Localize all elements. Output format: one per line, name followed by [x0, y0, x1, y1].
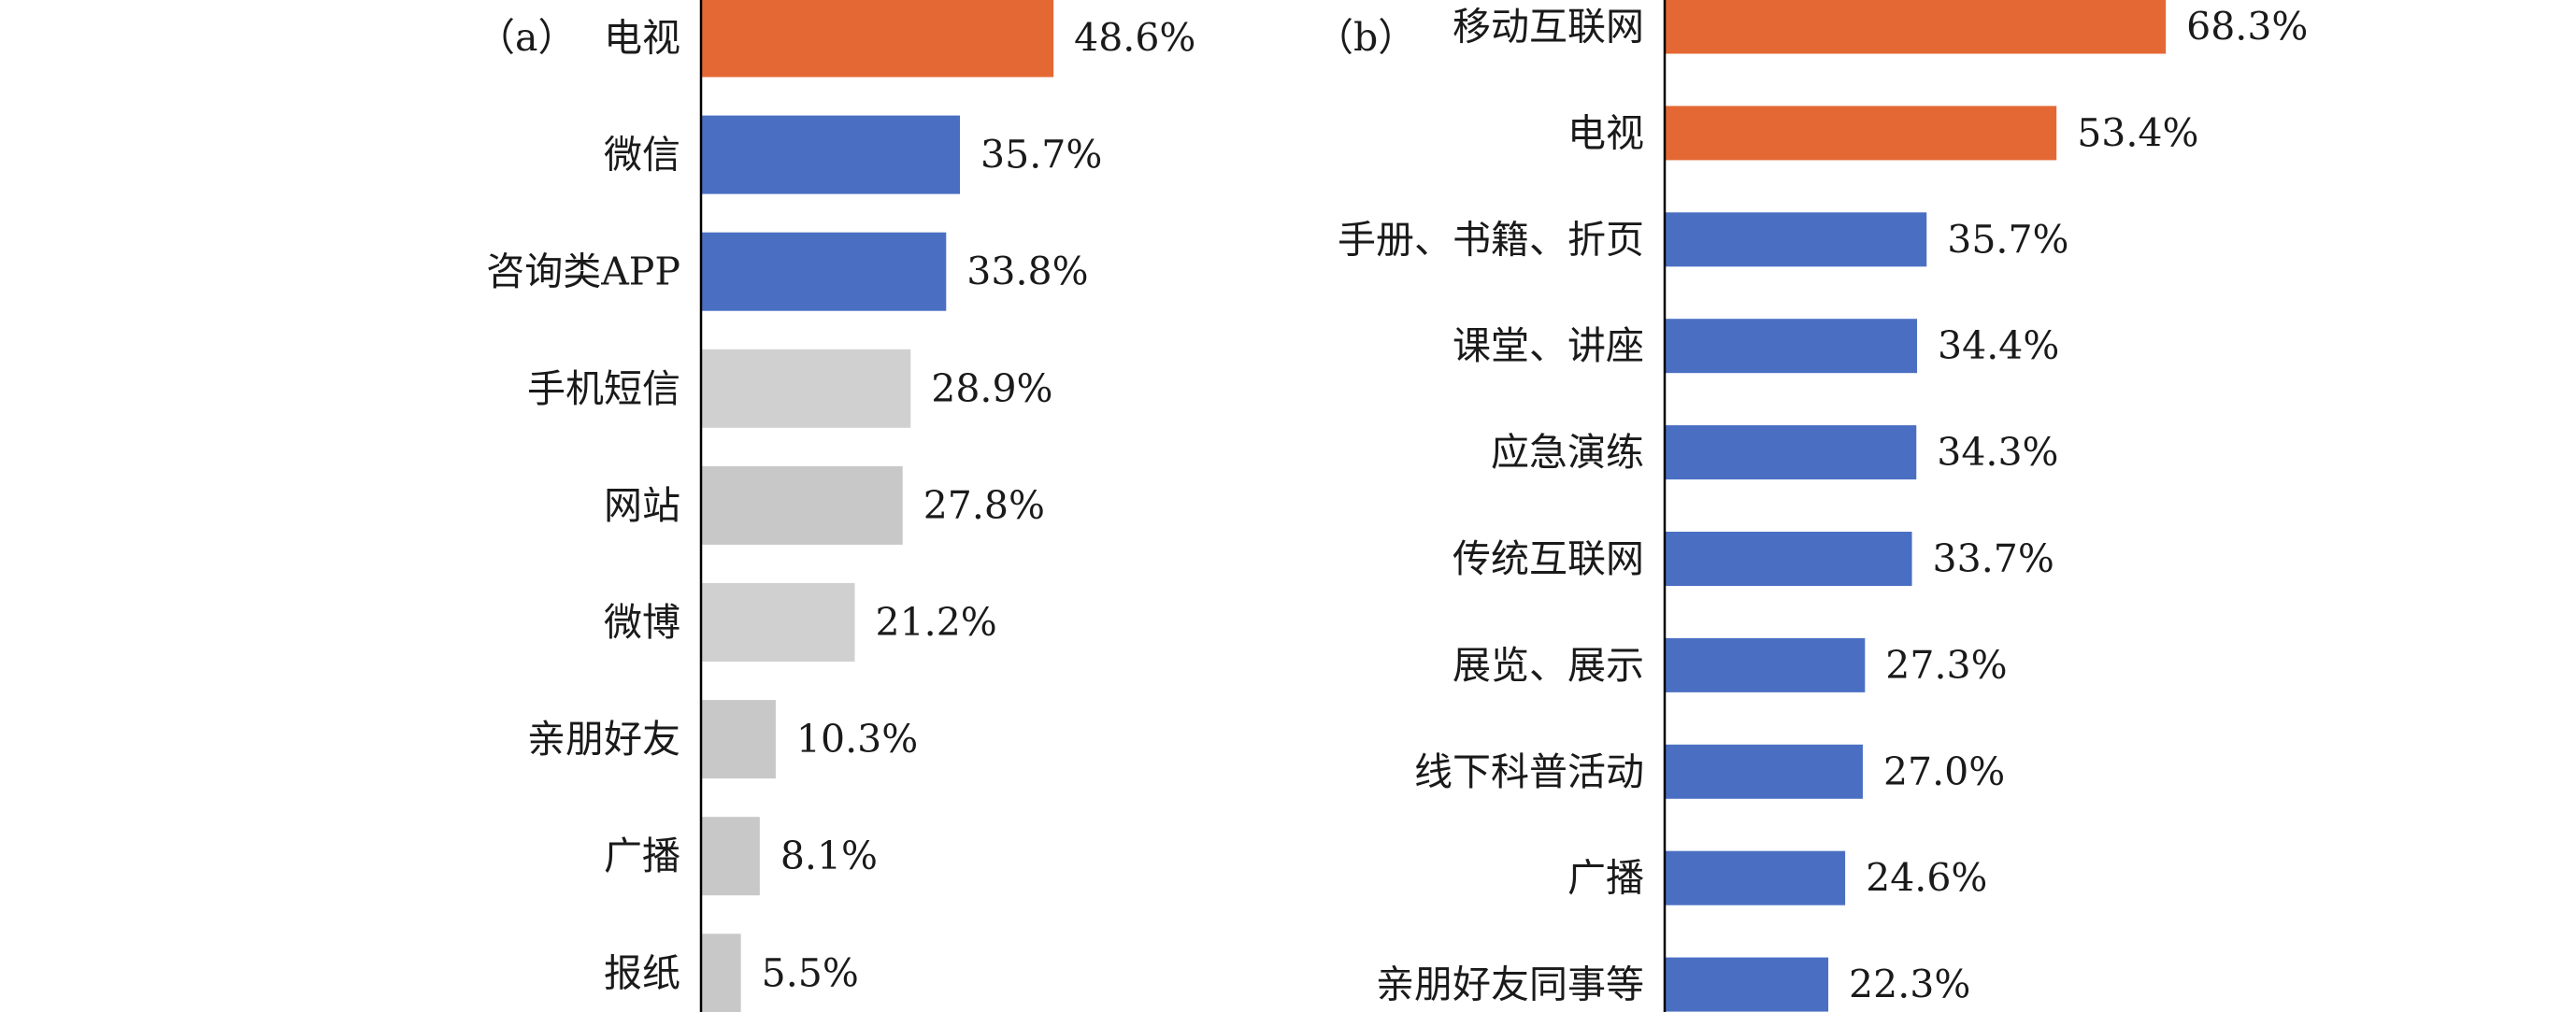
bar	[1665, 637, 1866, 692]
value-label: 35.7%	[980, 133, 1102, 178]
bar	[1665, 212, 1927, 267]
bar	[1665, 744, 1863, 799]
bar	[1665, 0, 2167, 54]
category-label: 展览、展示	[1453, 643, 1644, 688]
value-label: 24.6%	[1866, 856, 1987, 901]
category-label: 广播	[1567, 856, 1644, 901]
bar	[1665, 532, 1912, 586]
category-label: 亲朋好友同事等	[1376, 962, 1644, 1007]
bar	[701, 465, 903, 545]
category-label: 电视	[604, 16, 680, 61]
bar	[1665, 957, 1829, 1012]
bar	[1665, 106, 2057, 161]
bar	[1665, 850, 1846, 905]
value-label: 28.9%	[931, 366, 1052, 411]
panel-label: （a）	[477, 15, 576, 60]
chart-panel-b: （b） 移动互联网 68.3% 电视 53.4% 手册、书籍、折页 35.7% 课堂、讲座 34…	[1315, 0, 2308, 1012]
category-label: 传统互联网	[1453, 536, 1644, 581]
bar	[701, 700, 776, 779]
panel-label: （b）	[1315, 15, 1416, 60]
category-label: 手机短信	[527, 366, 680, 411]
category-label: 应急演练	[1491, 430, 1644, 475]
category-label: 微博	[604, 600, 680, 645]
category-label: 咨询类APP	[486, 249, 680, 294]
value-label: 21.2%	[876, 600, 997, 645]
bar	[701, 0, 1054, 78]
bar	[701, 934, 741, 1012]
bar	[701, 583, 855, 662]
category-label: 课堂、讲座	[1453, 323, 1644, 368]
bar	[701, 115, 961, 194]
bar	[701, 232, 947, 311]
category-label: 手册、书籍、折页	[1338, 217, 1644, 262]
bar	[701, 817, 760, 896]
value-label: 27.0%	[1883, 749, 2005, 794]
value-label: 5.5%	[762, 950, 859, 995]
value-label: 33.8%	[966, 249, 1088, 294]
bar	[701, 349, 911, 428]
value-label: 53.4%	[2077, 110, 2198, 155]
value-label: 8.1%	[780, 834, 878, 878]
category-label: 亲朋好友	[527, 717, 680, 762]
value-label: 68.3%	[2186, 5, 2308, 50]
value-label: 48.6%	[1074, 16, 1195, 61]
category-label: 广播	[604, 834, 680, 878]
category-label: 报纸	[604, 950, 680, 995]
value-label: 27.8%	[923, 483, 1045, 528]
bar	[1665, 425, 1917, 480]
value-label: 35.7%	[1947, 217, 2068, 262]
category-label: 线下科普活动	[1414, 749, 1644, 794]
value-label: 33.7%	[1933, 536, 2054, 581]
value-label: 34.4%	[1938, 323, 2059, 368]
category-label: 移动互联网	[1453, 5, 1644, 50]
category-label: 电视	[1567, 110, 1644, 155]
value-label: 34.3%	[1937, 430, 2058, 475]
value-label: 22.3%	[1849, 962, 1970, 1007]
value-label: 10.3%	[796, 717, 918, 762]
chart-panel-a: （a） 电视 48.6% 微信 35.7% 咨询类APP 33.8% 手机短信 28.9% 网站 2…	[477, 0, 1195, 1012]
bar	[1665, 319, 1918, 374]
category-label: 网站	[604, 483, 680, 528]
value-label: 27.3%	[1885, 643, 2007, 688]
category-label: 微信	[604, 133, 680, 178]
